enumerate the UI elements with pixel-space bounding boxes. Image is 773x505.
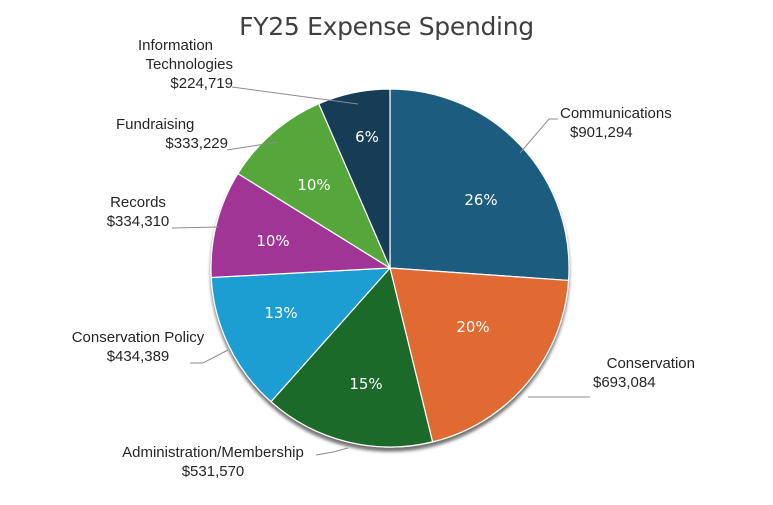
pie-slice-administration-membership <box>270 266 434 448</box>
pct-records: 10% <box>256 232 289 250</box>
pie-slice-fundraising <box>237 102 392 270</box>
label-records-name: Records <box>110 194 166 211</box>
pie-slice-conservation-policy <box>210 267 392 403</box>
label-admin-name: Administration/Membership <box>122 444 304 461</box>
pct-admin: 15% <box>349 375 382 393</box>
leader-line-communications <box>519 118 558 154</box>
label-fundraising: Fundraising $333,229 <box>100 115 228 153</box>
leader-line-admin <box>315 447 349 456</box>
label-records: Records $334,310 <box>98 193 178 231</box>
label-communications-name: Communications <box>560 105 672 122</box>
pct-fundraising: 10% <box>297 176 330 194</box>
leader-line-fundraising <box>226 141 279 151</box>
pct-conservation: 20% <box>456 318 489 336</box>
label-records-value: $334,310 <box>106 213 170 230</box>
pie-slice-conservation <box>389 267 570 443</box>
label-conservation: Conservation $693,084 <box>590 354 700 392</box>
label-it: Information Technologies $224,719 <box>118 36 233 93</box>
pct-policy: 13% <box>264 304 297 322</box>
label-fundraising-name: Fundraising <box>116 116 195 133</box>
leader-line-it <box>231 86 359 105</box>
label-admin-value: $531,570 <box>181 463 245 480</box>
pct-it: 6% <box>355 128 379 146</box>
label-communications: Communications $901,294 <box>560 104 700 142</box>
label-policy: Conservation Policy $434,389 <box>58 328 218 366</box>
label-it-name-2: Technologies <box>145 56 233 73</box>
leader-line-policy <box>190 349 229 364</box>
percent-labels: 26% 20% 15% 13% 10% 10% 6% <box>256 128 497 393</box>
pie-slices <box>210 88 570 448</box>
pie-slice-information-technologies <box>318 88 391 269</box>
pie-slice-records <box>210 172 392 279</box>
leader-line-records <box>171 226 220 229</box>
pie-slice-communications <box>389 88 570 282</box>
label-conservation-value: $693,084 <box>593 374 656 391</box>
label-policy-name: Conservation Policy <box>71 329 205 346</box>
label-admin: Administration/Membership $531,570 <box>108 443 318 481</box>
label-conservation-name: Conservation <box>606 355 695 372</box>
chart-title: FY25 Expense Spending <box>239 12 534 41</box>
label-fundraising-value: $333,229 <box>165 135 228 152</box>
label-it-value: $224,719 <box>170 75 233 92</box>
leader-lines <box>171 86 590 456</box>
label-policy-value: $434,389 <box>106 348 170 365</box>
label-it-name-1: Information <box>137 37 214 54</box>
pct-communications: 26% <box>464 191 497 209</box>
label-communications-value: $901,294 <box>570 124 633 141</box>
